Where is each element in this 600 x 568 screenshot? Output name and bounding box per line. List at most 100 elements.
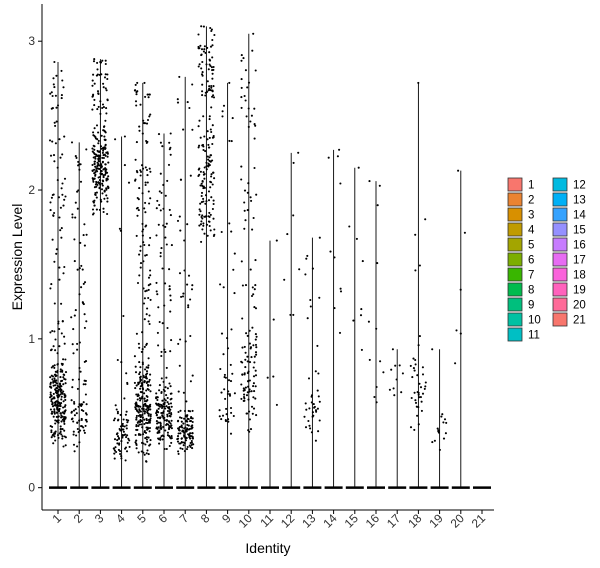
data-point (201, 184, 204, 187)
data-point (232, 414, 235, 418)
data-point (125, 418, 128, 421)
data-point (187, 306, 190, 309)
data-point (418, 382, 421, 385)
data-point (51, 378, 54, 381)
data-point (96, 165, 99, 168)
data-point (163, 304, 166, 307)
data-point (76, 268, 79, 271)
data-point (78, 366, 81, 370)
data-point (210, 130, 213, 134)
data-point (71, 386, 74, 389)
data-point (144, 368, 147, 371)
violin-group-1 (48, 60, 68, 489)
data-point (49, 408, 52, 411)
data-point (314, 439, 317, 442)
data-point (135, 393, 138, 396)
data-point (147, 96, 150, 99)
data-point (157, 421, 160, 424)
data-point (53, 364, 56, 367)
data-point (96, 149, 99, 152)
data-point (146, 181, 149, 184)
data-point (119, 425, 122, 428)
data-point (202, 187, 205, 190)
data-point (338, 331, 342, 334)
legend-key-16 (552, 237, 568, 252)
data-point (114, 404, 117, 407)
data-point (74, 155, 77, 158)
data-point (77, 378, 81, 381)
data-point (360, 308, 363, 311)
violin-group-10 (239, 32, 258, 489)
data-point (179, 229, 182, 232)
data-point (58, 216, 61, 219)
data-point (145, 342, 148, 345)
data-point (49, 376, 52, 379)
data-point (245, 332, 248, 335)
data-point (144, 166, 147, 169)
data-point (189, 334, 192, 338)
data-point (99, 183, 102, 186)
data-point (60, 398, 63, 401)
data-point (243, 397, 246, 400)
data-point (62, 383, 65, 386)
data-point (243, 227, 246, 230)
data-point (213, 233, 216, 236)
data-point (147, 380, 151, 383)
data-point (93, 148, 96, 151)
legend-label-19: 19 (573, 285, 586, 297)
data-point (51, 410, 54, 413)
data-point (166, 396, 169, 400)
data-point (186, 101, 189, 104)
data-point (187, 428, 190, 431)
data-point (56, 179, 59, 182)
data-point (70, 410, 73, 413)
data-point (255, 353, 258, 356)
data-point (147, 414, 150, 417)
data-point (211, 183, 214, 186)
data-point (211, 136, 214, 139)
data-point (148, 378, 151, 381)
data-point (148, 167, 151, 170)
data-point (424, 381, 427, 384)
data-point (202, 224, 205, 227)
data-point (102, 106, 105, 109)
data-point (119, 450, 122, 453)
data-point (240, 383, 243, 386)
data-point (247, 182, 250, 185)
data-point (254, 397, 257, 400)
data-point (61, 370, 64, 373)
data-point (135, 169, 138, 173)
data-point (414, 358, 417, 362)
data-point (135, 414, 138, 417)
data-point (161, 415, 164, 418)
data-point (361, 260, 364, 263)
legend-label-3: 3 (528, 210, 534, 222)
data-point (49, 425, 52, 428)
data-point (220, 332, 224, 335)
data-point (230, 328, 233, 331)
data-point (254, 69, 257, 72)
data-point (102, 207, 105, 210)
data-point (292, 161, 295, 164)
data-point (121, 436, 124, 439)
data-point (250, 356, 253, 359)
y-tick-label: 3 (28, 34, 35, 48)
data-point (149, 283, 152, 286)
data-point (149, 415, 152, 418)
data-point (251, 49, 254, 52)
data-point (412, 357, 415, 360)
data-point (73, 260, 76, 263)
data-point (206, 155, 209, 158)
data-point (213, 177, 216, 180)
data-point (56, 166, 59, 169)
data-point (157, 426, 160, 429)
data-point (119, 229, 122, 232)
plot-area (48, 25, 491, 489)
data-point (104, 59, 107, 62)
data-point (61, 415, 64, 418)
data-point (60, 380, 63, 383)
data-point (169, 310, 172, 313)
data-point (158, 417, 162, 420)
data-point (134, 365, 137, 368)
data-point (79, 429, 82, 432)
